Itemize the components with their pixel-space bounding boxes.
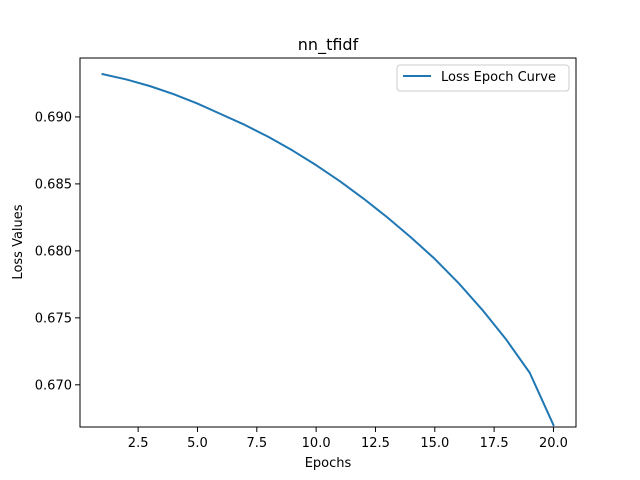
- y-tick-label: 0.670: [35, 378, 72, 393]
- chart-title: nn_tfidf: [298, 35, 359, 55]
- legend-box: [396, 64, 570, 92]
- plot-frame: [79, 57, 577, 428]
- x-tick-label: 20.0: [539, 436, 568, 451]
- x-axis-ticks: 2.5 5.0 7.5 10.0 12.5 15.0 17.5 20.0: [128, 427, 568, 451]
- series-layer: [101, 72, 555, 427]
- plot-area: [80, 58, 576, 427]
- y-tick-label: 0.685: [35, 177, 72, 192]
- x-tick-label: 12.5: [361, 436, 390, 451]
- y-tick-label: 0.690: [35, 110, 72, 125]
- y-axis-ticks: 0.670 0.675 0.680 0.685 0.690: [35, 110, 80, 393]
- x-axis-label: Epochs: [305, 456, 352, 471]
- series-line-0: [101, 72, 555, 427]
- legend: Loss Epoch Curve: [396, 64, 570, 92]
- x-tick-label: 5.0: [187, 436, 208, 451]
- x-tick-label: 17.5: [480, 436, 509, 451]
- x-tick-label: 2.5: [128, 436, 149, 451]
- x-tick-label: 10.0: [302, 436, 331, 451]
- legend-label: Loss Epoch Curve: [441, 70, 556, 85]
- y-tick-label: 0.675: [35, 311, 72, 326]
- x-tick-label: 15.0: [420, 436, 449, 451]
- x-tick-label: 7.5: [246, 436, 267, 451]
- y-axis-label: Loss Values: [11, 204, 26, 279]
- y-tick-label: 0.680: [35, 244, 72, 259]
